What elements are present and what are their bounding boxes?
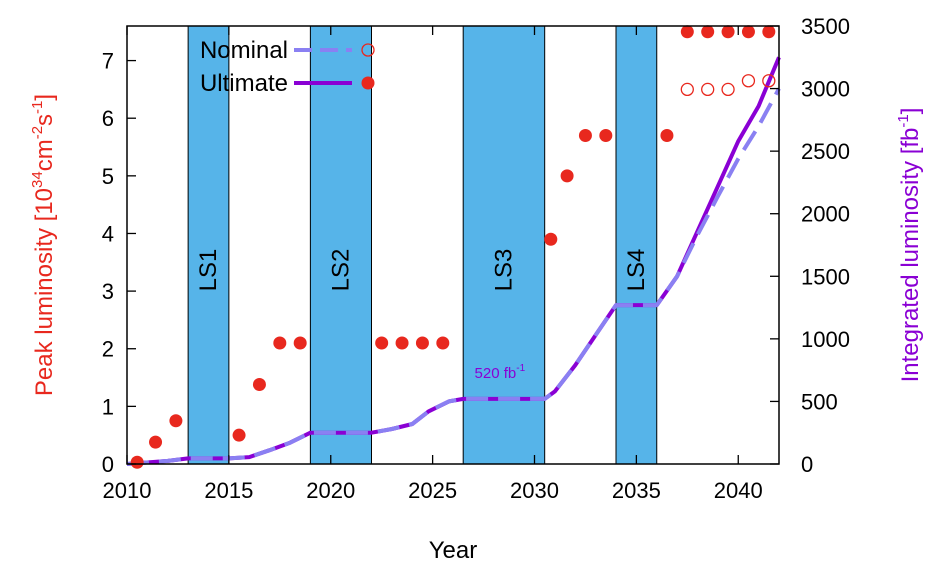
- y2-tick-label: 1500: [801, 264, 850, 289]
- y-tick-label: 4: [102, 221, 114, 246]
- peak-point-ultimate: [721, 25, 735, 39]
- y-axis-title-part: ]: [31, 94, 58, 101]
- peak-point: [273, 336, 287, 350]
- peak-point: [232, 428, 246, 442]
- y-axis-title-superscript: -1: [29, 101, 46, 114]
- axis-ticks: 2010 2015 2020 2025 2030 2035 2040 0 1 2 3 4 5 6 7 0 500…: [102, 14, 850, 503]
- y-tick-label: 0: [102, 452, 114, 477]
- peak-luminosity-points: [130, 25, 776, 469]
- annotation-superscript: -1: [516, 363, 525, 374]
- y2-tick-label: 3500: [801, 14, 850, 39]
- y2-tick-label: 2500: [801, 139, 850, 164]
- peak-point-nominal: [680, 82, 694, 97]
- peak-point: [293, 336, 307, 350]
- peak-point: [395, 336, 409, 350]
- x-tick-label: 2030: [510, 478, 559, 503]
- plot-frame: [126, 25, 780, 465]
- y-axis-title: Peak luminosity [1034cm-2s-1]: [29, 94, 58, 396]
- peak-point: [375, 336, 389, 350]
- annotation-text: 520 fb: [475, 365, 517, 382]
- peak-point: [436, 336, 450, 350]
- peak-point-nominal: [721, 82, 735, 97]
- x-tick-label: 2015: [204, 478, 253, 503]
- y-axis-title-superscript: -2: [29, 126, 46, 139]
- shutdown-label-ls2: LS2: [327, 249, 354, 292]
- shutdown-band-ls2: [309, 25, 372, 465]
- legend-label-nominal: Nominal: [200, 37, 288, 64]
- shutdown-band-ls3: [462, 25, 546, 465]
- peak-point: [660, 129, 674, 142]
- y-tick-label: 6: [102, 106, 114, 131]
- y-tick-label: 2: [102, 337, 114, 362]
- shutdown-band-ls1: [187, 25, 230, 465]
- y2-tick-label: 500: [801, 389, 838, 414]
- y2-tick-label: 1000: [801, 327, 850, 352]
- peak-point-ultimate: [680, 25, 694, 39]
- peak-point: [169, 414, 183, 428]
- peak-point: [560, 169, 574, 183]
- y-tick-label: 3: [102, 279, 114, 304]
- y2-axis-title-part: Integrated luminosity [fb: [897, 128, 924, 383]
- peak-point-nominal: [762, 74, 776, 88]
- y-tick-label: 5: [102, 164, 114, 189]
- legend: Nominal Ultimate: [200, 37, 375, 97]
- legend-marker-ultimate: [361, 76, 375, 90]
- legend-label-ultimate: Ultimate: [200, 70, 288, 97]
- shutdown-band-ls4: [615, 25, 658, 465]
- peak-point: [544, 232, 558, 246]
- y2-tick-label: 0: [801, 452, 813, 477]
- y2-axis-title-part: ]: [897, 108, 924, 115]
- y-axis-title-part: cm: [31, 139, 58, 171]
- annotation-520-fb: 520 fb-1: [475, 363, 526, 382]
- peak-point-nominal: [741, 74, 756, 88]
- y-axis-title-superscript: 34: [29, 171, 46, 188]
- peak-point-ultimate: [741, 25, 755, 39]
- x-tick-label: 2010: [103, 478, 152, 503]
- peak-point: [252, 377, 266, 391]
- peak-point: [130, 455, 144, 469]
- peak-point: [415, 336, 429, 350]
- y-axis-title-part: s: [31, 114, 58, 126]
- x-tick-label: 2020: [306, 478, 355, 503]
- x-axis-title: Year: [429, 537, 478, 564]
- y-axis-title-part: Peak luminosity [10: [31, 188, 58, 396]
- integrated-luminosity-lines: [126, 56, 781, 466]
- peak-point-ultimate: [701, 25, 715, 39]
- peak-point-nominal: [701, 82, 715, 97]
- y-tick-label: 1: [102, 394, 114, 419]
- x-tick-label: 2040: [714, 478, 763, 503]
- shutdown-label-ls1: LS1: [195, 249, 222, 292]
- y2-axis-title-superscript: -1: [895, 114, 912, 127]
- peak-point-ultimate: [762, 25, 776, 39]
- x-tick-label: 2035: [612, 478, 661, 503]
- legend-marker-nominal: [361, 43, 375, 57]
- shutdown-label-ls4: LS4: [623, 249, 650, 292]
- peak-point: [578, 129, 592, 142]
- y-tick-label: 7: [102, 49, 114, 74]
- x-tick-label: 2025: [408, 478, 457, 503]
- shutdown-periods: LS1 LS2 LS3 LS4: [187, 25, 658, 465]
- peak-point: [599, 129, 613, 142]
- integrated-line-nominal: [126, 87, 781, 466]
- shutdown-label-ls3: LS3: [490, 249, 517, 292]
- y2-axis-title: Integrated luminosity [fb-1]: [895, 108, 924, 383]
- peak-point: [149, 435, 163, 449]
- y2-tick-label: 3000: [801, 77, 850, 102]
- y2-tick-label: 2000: [801, 202, 850, 227]
